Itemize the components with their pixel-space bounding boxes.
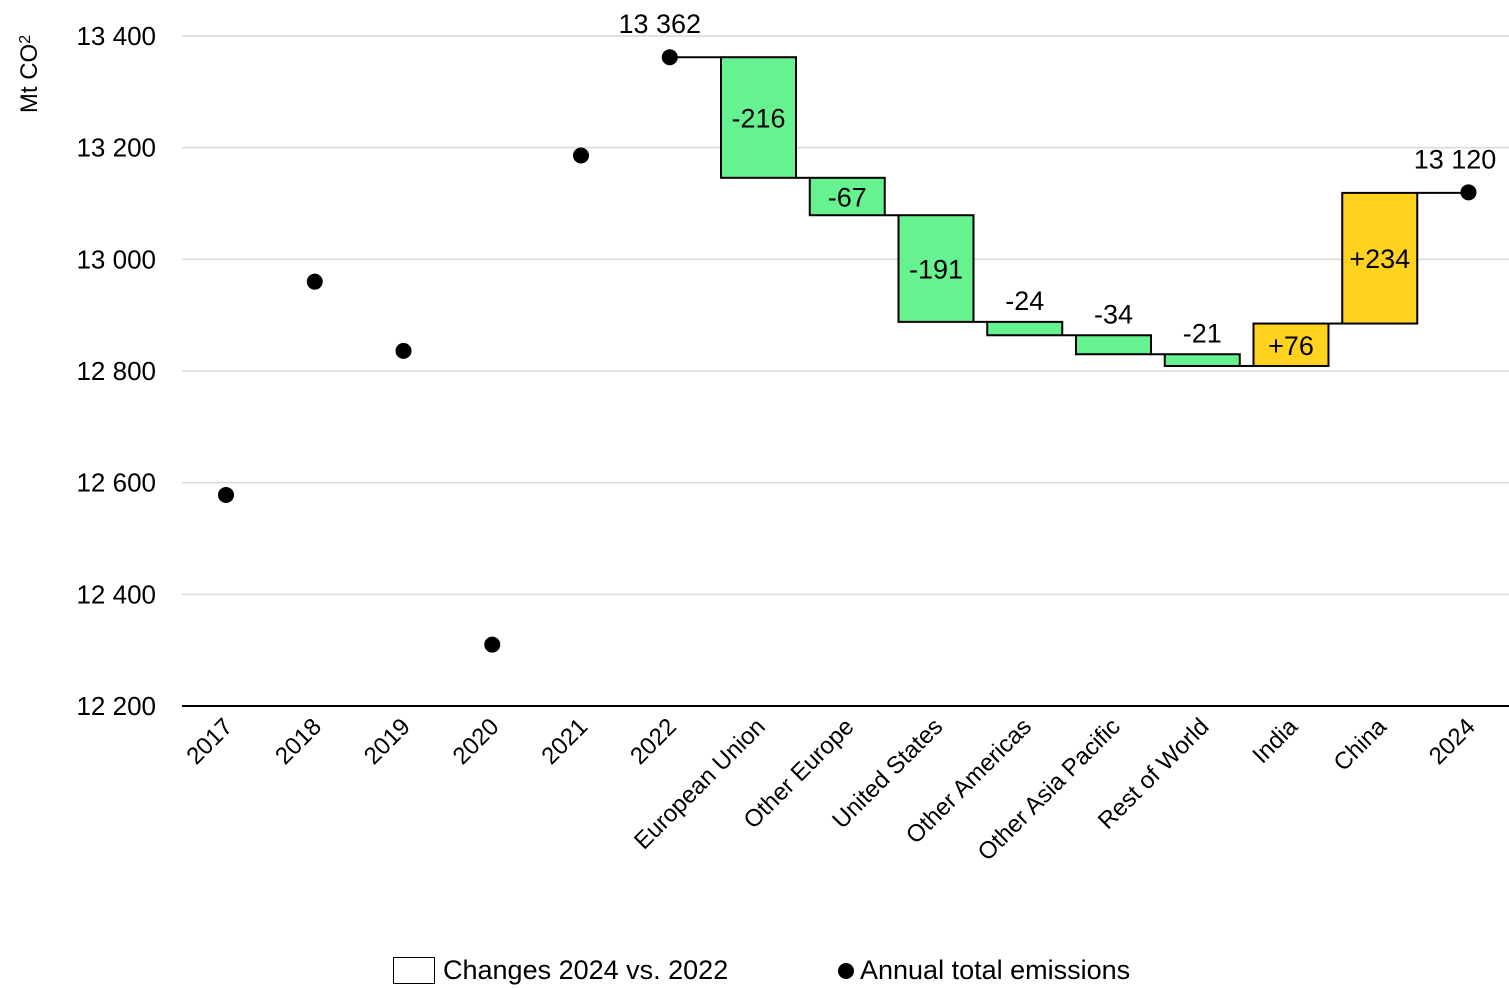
y-tick-label: 12 400: [76, 579, 156, 609]
change-bar: [986, 320, 1064, 337]
y-tick-label: 12 600: [76, 468, 156, 498]
change-bars: [720, 56, 1419, 367]
legend-label-changes: Changes 2024 vs. 2022: [443, 955, 729, 985]
waterfall-chart: Mt CO2 12 200 12 400 12 600 12 800 13 000 13 …: [16, 9, 1509, 866]
data-label: +234: [1349, 244, 1410, 274]
y-tick-label: 13 400: [76, 21, 156, 51]
x-tick-label: 2017: [181, 713, 238, 770]
legend-label-totals: Annual total emissions: [860, 955, 1131, 985]
y-axis-label: Mt CO2: [16, 35, 43, 113]
total-point: [661, 49, 678, 66]
data-label: -67: [828, 183, 867, 213]
total-point: [306, 273, 323, 290]
change-bar: [1341, 191, 1419, 325]
total-point: [573, 147, 589, 164]
change-bar: [720, 56, 797, 179]
x-tick-label: 2018: [270, 713, 327, 770]
change-bar: [1075, 334, 1152, 356]
data-labels: -216 -67 -191 -24 -34 -21 +76 +234 13 362 13 120: [618, 9, 1496, 361]
data-label: -24: [1005, 286, 1044, 316]
total-point: [218, 486, 234, 503]
legend-dot-marker: [838, 962, 854, 979]
change-bar: [897, 214, 975, 323]
data-label: -216: [731, 104, 785, 134]
legend-swatch-box: [393, 957, 435, 984]
data-label: +76: [1268, 331, 1314, 361]
x-tick-label: 2019: [359, 713, 416, 770]
data-label: -191: [909, 255, 963, 285]
x-tick-label: India: [1247, 713, 1303, 769]
total-label: 13 120: [1414, 144, 1497, 174]
total-label: 13 362: [618, 9, 701, 39]
total-points: [218, 49, 1477, 653]
x-tick-label: China: [1329, 713, 1393, 777]
data-label: -34: [1094, 299, 1133, 329]
total-point: [484, 636, 501, 653]
legend-item-totals: Annual total emissions: [838, 955, 1130, 986]
y-tick-label: 12 200: [76, 691, 156, 721]
total-point: [395, 342, 412, 359]
legend: Changes 2024 vs. 2022 Annual total emiss…: [0, 955, 1509, 989]
y-tick-label: 13 000: [76, 244, 156, 274]
change-bar: [1252, 322, 1330, 367]
total-point: [1460, 184, 1477, 201]
data-label: -21: [1183, 318, 1222, 348]
x-tick-label: 2022: [625, 713, 682, 770]
connector-lines: [669, 56, 1469, 367]
x-tick-label: 2024: [1424, 713, 1481, 770]
change-bar: [808, 176, 886, 217]
y-tick-label: 13 200: [76, 133, 156, 163]
x-tick-label: 2021: [536, 713, 593, 770]
y-tick-label: 12 800: [76, 356, 156, 386]
legend-item-changes: Changes 2024 vs. 2022: [393, 955, 728, 986]
x-tick-label: 2020: [448, 713, 505, 770]
change-bar: [1163, 353, 1241, 367]
gridlines: [182, 35, 1509, 596]
